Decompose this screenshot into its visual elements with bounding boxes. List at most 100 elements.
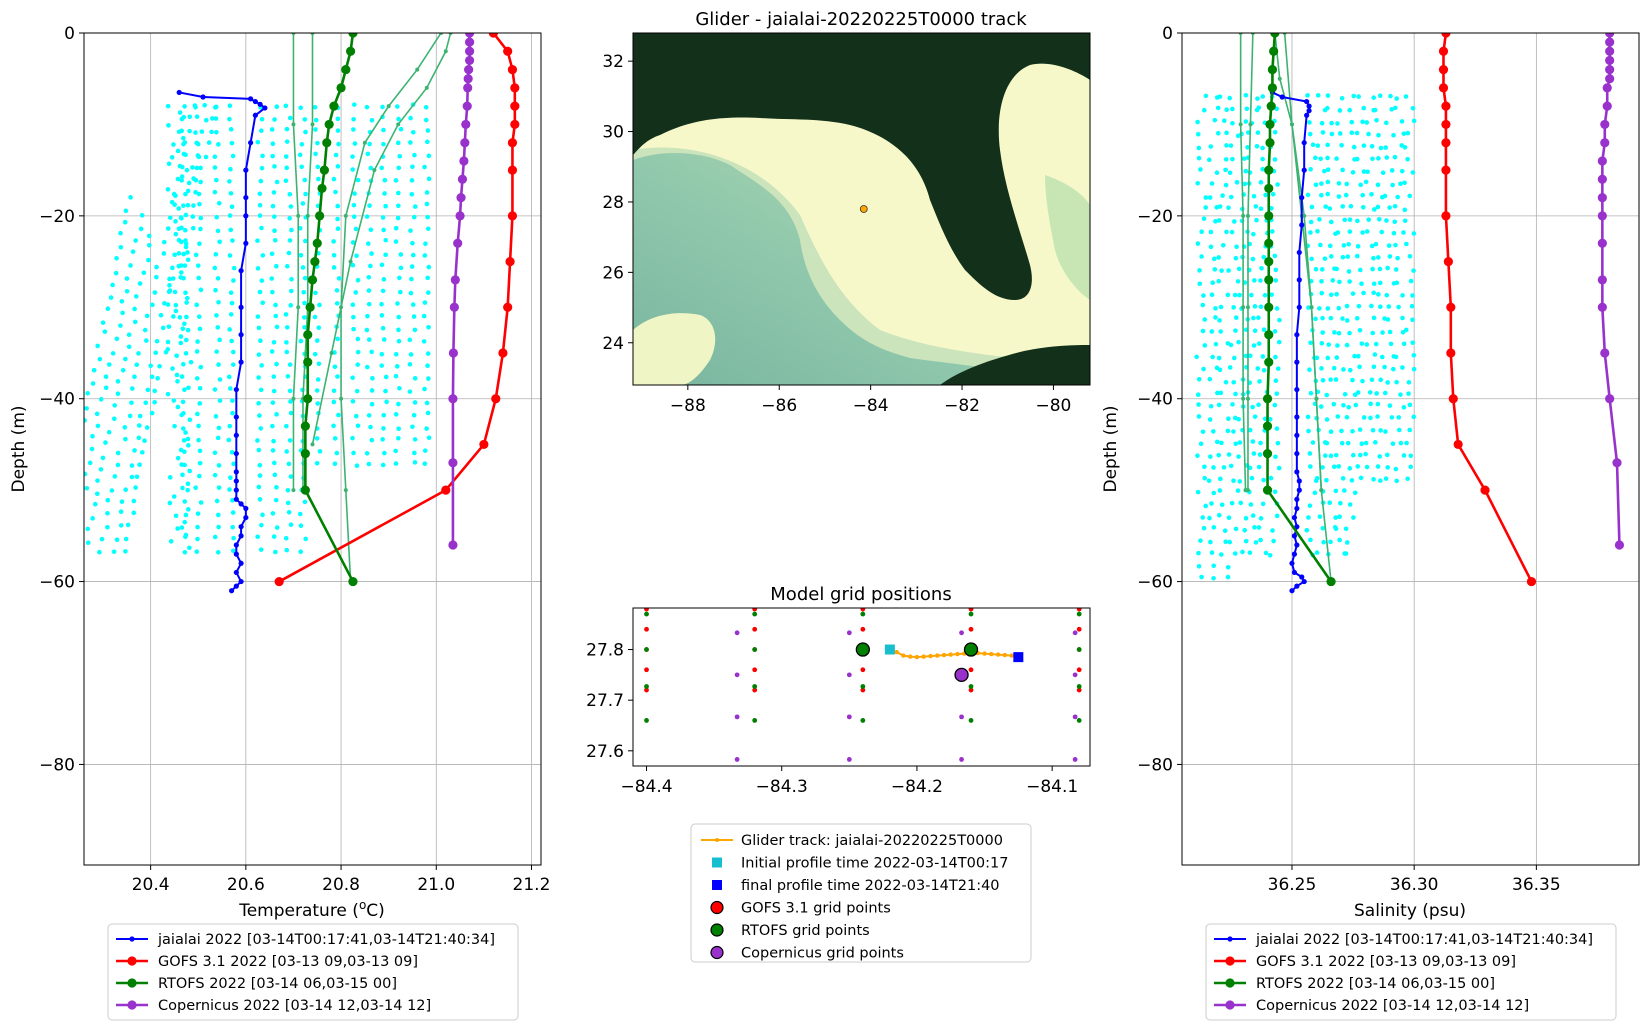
rtofs-member-point — [372, 168, 377, 173]
glider-point — [1393, 466, 1399, 472]
glider-point — [1377, 280, 1383, 286]
glider-point — [1247, 550, 1253, 555]
glider-point — [1307, 451, 1313, 456]
x-tick-label: 21.2 — [513, 875, 551, 895]
copernicus-grid-point — [1072, 757, 1078, 762]
glider-point — [186, 443, 191, 448]
glider-point — [179, 116, 185, 122]
glider-point — [1370, 266, 1375, 272]
copernicus-grid-point — [734, 714, 740, 720]
glider-point — [274, 104, 280, 109]
glider-point — [1314, 475, 1320, 481]
glider-point — [271, 388, 277, 394]
glider-point — [1231, 429, 1236, 434]
glider-point — [1207, 376, 1213, 382]
glider-point — [1328, 429, 1334, 434]
glider-point — [185, 257, 191, 263]
glider-point — [284, 547, 290, 553]
glider-point — [215, 550, 221, 555]
glider-point — [1350, 170, 1356, 175]
series-point — [441, 485, 451, 495]
glider-point — [354, 388, 360, 394]
copernicus-grid-point — [734, 757, 740, 762]
glider-point — [1369, 243, 1375, 249]
glider-point — [1405, 130, 1411, 136]
series-point — [1264, 183, 1274, 194]
glider-point — [167, 283, 172, 288]
series-point — [1299, 194, 1305, 201]
glider-point — [217, 239, 222, 245]
glider-point — [1380, 170, 1386, 175]
glider-point — [1255, 366, 1261, 371]
glider-point — [408, 352, 414, 357]
glider-point — [255, 534, 260, 540]
glider-point — [259, 522, 264, 528]
series-point — [464, 64, 474, 75]
map-slope — [633, 147, 1030, 385]
glider-point — [334, 301, 340, 306]
glider-point — [1331, 401, 1337, 407]
glider-point — [182, 499, 188, 504]
glider-point — [1234, 244, 1239, 250]
glider-point — [1392, 219, 1398, 225]
glider-point — [1386, 243, 1392, 248]
glider-point — [1261, 477, 1266, 483]
copernicus-grid-point — [846, 714, 852, 720]
glider-point — [144, 338, 149, 343]
glider-point — [1331, 365, 1337, 371]
glider-point — [1373, 341, 1379, 347]
glider-point — [1376, 156, 1381, 161]
series-point — [1526, 576, 1537, 587]
glider-point — [212, 154, 218, 160]
glider-point — [133, 485, 138, 490]
glider-point — [171, 398, 177, 403]
glider-point — [167, 276, 172, 282]
glider-point — [256, 352, 262, 357]
glider-point — [1370, 427, 1376, 433]
rtofs-member-point — [415, 67, 420, 72]
rtofs-grid-point — [644, 684, 649, 689]
y-tick-label: −80 — [1137, 755, 1173, 775]
glider-point — [123, 549, 128, 554]
glider-point — [284, 349, 290, 355]
glider-point — [1351, 515, 1356, 520]
glider-point — [196, 423, 201, 429]
glider-point — [183, 512, 189, 518]
series-point — [1605, 74, 1615, 84]
series-point — [498, 348, 508, 358]
glider-point — [1357, 364, 1362, 370]
glider-point — [335, 336, 340, 342]
glider-point — [271, 214, 277, 219]
copernicus-grid-point — [846, 757, 852, 762]
glider-point — [182, 387, 187, 392]
copernicus-selected-point — [954, 667, 969, 682]
rtofs-member-point — [1277, 76, 1282, 81]
glider-point — [230, 153, 236, 159]
glider-point — [193, 252, 199, 258]
glider-point — [1218, 304, 1224, 310]
glider-point — [1223, 167, 1228, 173]
glider-point — [1200, 328, 1206, 334]
glider-point — [1347, 229, 1353, 234]
series-point — [1279, 94, 1285, 100]
glider-point — [350, 154, 355, 159]
y-tick-label: 24 — [602, 334, 624, 354]
glider-point — [182, 549, 188, 555]
series-point — [1264, 275, 1274, 285]
glider-point — [1339, 440, 1345, 446]
gofs-grid-point — [752, 626, 758, 632]
glider-point — [175, 404, 181, 410]
series-point — [300, 485, 310, 495]
glider-point — [183, 244, 189, 250]
gofs-grid-point — [860, 687, 866, 693]
glider-point — [426, 376, 431, 381]
glider-point — [1365, 169, 1370, 175]
glider-point — [1243, 119, 1249, 124]
glider-point — [67, 492, 72, 497]
glider-point — [270, 511, 276, 516]
glider-point — [1333, 526, 1339, 532]
glider-point — [197, 201, 202, 207]
glider-point — [1256, 341, 1262, 346]
glider-point — [302, 117, 308, 122]
glider-point — [85, 526, 91, 532]
